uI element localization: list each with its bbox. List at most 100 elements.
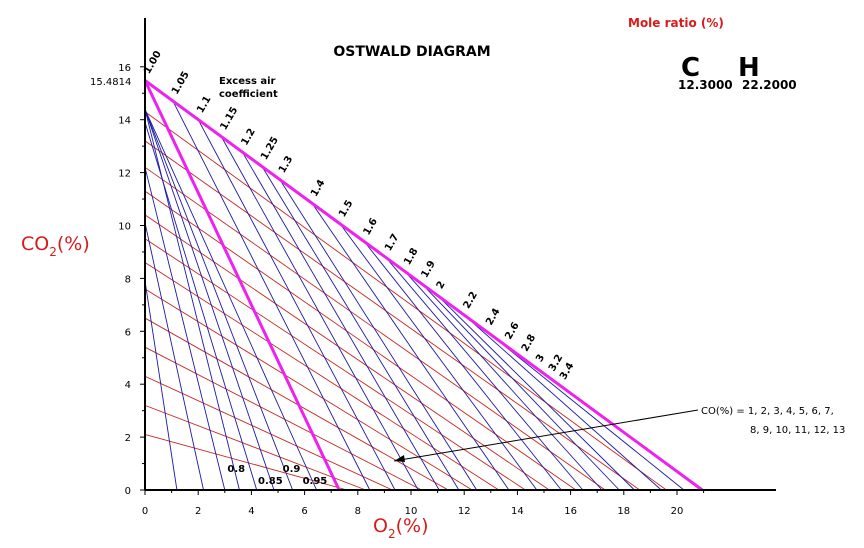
mole-ratio-label: Mole ratio (%)	[628, 16, 724, 30]
excess-air-line	[241, 151, 440, 491]
excess-air-line	[385, 257, 584, 491]
x-tick-label: 2	[195, 506, 201, 517]
excess-air-line	[144, 122, 258, 491]
co-annotation-arrowhead	[394, 455, 405, 462]
hydrogen-value: 22.2000	[742, 78, 797, 92]
excess-air-line	[311, 203, 510, 491]
excess-air-line	[339, 223, 538, 491]
excess-air-label: 1.6	[362, 216, 380, 237]
x-tick-label: 6	[301, 506, 307, 517]
co-line-2	[144, 140, 641, 491]
co-line-5	[144, 214, 550, 491]
excess-air-line	[144, 280, 178, 491]
excess-air-label: 1.25	[259, 135, 281, 162]
y-tick-label: 14	[118, 116, 131, 127]
co-line-1	[144, 111, 667, 491]
co-line-4	[144, 190, 577, 491]
chart-title: OSTWALD DIAGRAM	[333, 44, 490, 60]
excess-air-label: 1.9	[420, 259, 438, 280]
x-tick-label: 18	[617, 506, 630, 517]
excess-air-label: 1.8	[402, 246, 420, 267]
excess-air-label-line2: coefficient	[219, 89, 278, 100]
excess-air-label: 2.2	[462, 290, 480, 311]
excess-air-line	[404, 271, 603, 491]
excess-air-line	[220, 136, 419, 491]
excess-air-label-line1: Excess air	[219, 76, 276, 87]
excess-air-line	[437, 295, 635, 491]
excess-air-lines-group	[144, 100, 703, 491]
excess-air-label: 1.4	[309, 178, 327, 199]
y-tick-label: 6	[125, 327, 131, 338]
hydrogen-symbol: H	[738, 53, 760, 83]
carbon-symbol: C	[681, 53, 700, 83]
labels-group: 1.001.051.11.151.2 1.251.31.41.51.61.71.8…	[142, 49, 576, 487]
x-tick-label: 12	[458, 506, 471, 517]
y-tick-label: 12	[118, 169, 131, 180]
co-line-12	[144, 404, 366, 491]
sub-stoich-label: 0.85	[258, 476, 283, 487]
co2-max-label: 15.4814	[90, 77, 131, 88]
excess-air-line	[172, 100, 371, 491]
excess-air-line	[197, 119, 396, 491]
boundary-lines-group	[143, 79, 704, 492]
sub-stoich-label: 0.95	[303, 476, 328, 487]
excess-air-label: 1.5	[337, 198, 355, 219]
co-line-13	[144, 434, 348, 491]
co-line-7	[144, 262, 500, 491]
co-line-11	[144, 375, 393, 491]
excess-air-label: 2.8	[520, 333, 538, 354]
complete-combustion-line	[144, 79, 704, 492]
excess-air-label: 3	[534, 353, 547, 365]
excess-air-line	[486, 331, 685, 491]
co-annotation-line2: 8, 9, 10, 11, 12, 13	[750, 425, 845, 436]
y-tick-label: 2	[125, 433, 131, 444]
excess-air-line	[422, 284, 620, 491]
co-annotation-arrow	[393, 409, 699, 462]
excess-air-label: 1.7	[383, 232, 401, 253]
x-axis-title: O2(%)	[373, 515, 429, 541]
y-axis-title: CO2(%)	[21, 233, 90, 259]
co-line-8	[144, 288, 473, 491]
x-tick-label: 20	[671, 506, 684, 517]
axes-group: 0 2 4 6 8 10 12 14 16 18 20 0 2 4 6 8 10 12 14 16	[118, 18, 776, 517]
sub-stoich-label: 0.9	[283, 464, 301, 475]
co-annotation-line1: CO(%) = 1, 2, 3, 4, 5, 6, 7,	[701, 406, 834, 417]
excess-air-line	[261, 166, 460, 491]
y-tick-label: 4	[125, 380, 131, 391]
excess-air-label: 2.6	[503, 321, 521, 342]
excess-air-line	[364, 241, 562, 491]
y-tick-label: 10	[118, 222, 131, 233]
excess-air-label: 1.05	[170, 70, 192, 97]
co-lines-group	[144, 111, 667, 491]
co-line-10	[144, 346, 422, 491]
excess-air-line	[144, 222, 204, 491]
air-deficiency-line	[143, 79, 341, 491]
excess-air-label: 1.15	[218, 105, 240, 132]
carbon-value: 12.3000	[678, 78, 733, 92]
y-tick-label: 8	[125, 274, 131, 285]
excess-air-line	[464, 314, 662, 491]
excess-air-label: 1.3	[277, 154, 295, 175]
x-tick-label: 16	[564, 506, 577, 517]
sub-stoich-line	[144, 109, 240, 491]
excess-air-label: 1.1	[195, 94, 213, 115]
sub-stoich-line	[144, 109, 275, 491]
sub-stoich-label: 0.8	[227, 464, 245, 475]
excess-air-label: 2.4	[484, 306, 502, 327]
excess-air-label: 1.2	[239, 127, 257, 148]
y-tick-label: 0	[125, 486, 131, 497]
sub-stoich-line	[144, 108, 317, 491]
co-line-3	[144, 166, 606, 491]
x-tick-label: 14	[511, 506, 524, 517]
y-tick-label: 16	[118, 63, 131, 74]
sub-stoich-line	[144, 109, 294, 491]
x-tick-label: 10	[405, 506, 418, 517]
excess-air-line	[144, 167, 226, 491]
excess-air-line	[279, 179, 478, 491]
co-line-9	[144, 317, 449, 491]
excess-air-label: 2	[435, 279, 448, 291]
x-tick-label: 8	[355, 506, 361, 517]
x-tick-label: 0	[142, 506, 148, 517]
x-tick-label: 4	[248, 506, 254, 517]
